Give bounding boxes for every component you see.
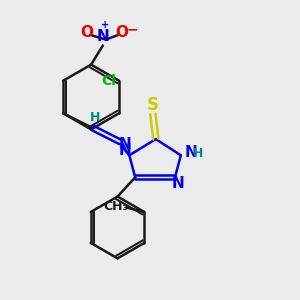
Text: CH₃: CH₃ <box>104 200 129 213</box>
Text: N: N <box>185 145 197 160</box>
Text: +: + <box>101 20 109 30</box>
Text: N: N <box>172 176 184 191</box>
Text: N: N <box>97 29 109 44</box>
Text: Cl: Cl <box>101 74 116 88</box>
Text: N: N <box>118 137 131 152</box>
Text: H: H <box>193 147 204 160</box>
Text: O: O <box>80 25 93 40</box>
Text: O: O <box>116 25 128 40</box>
Text: S: S <box>147 96 159 114</box>
Text: −: − <box>127 22 138 36</box>
Text: N: N <box>118 143 131 158</box>
Text: H: H <box>90 111 100 124</box>
